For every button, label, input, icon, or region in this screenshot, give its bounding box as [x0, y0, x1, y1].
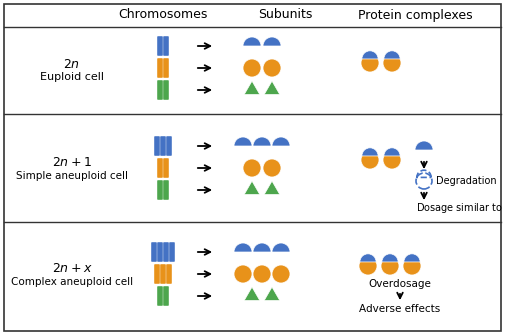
Wedge shape: [253, 137, 271, 146]
Circle shape: [234, 265, 252, 283]
FancyBboxPatch shape: [163, 242, 169, 262]
Text: $2n$: $2n$: [64, 58, 80, 70]
Text: Subunits: Subunits: [258, 8, 312, 21]
Text: Simple aneuploid cell: Simple aneuploid cell: [16, 171, 128, 181]
Wedge shape: [362, 51, 378, 59]
Circle shape: [272, 265, 290, 283]
FancyBboxPatch shape: [157, 286, 163, 306]
Circle shape: [243, 59, 261, 77]
FancyBboxPatch shape: [157, 242, 163, 262]
Text: Chromosomes: Chromosomes: [118, 8, 208, 21]
FancyBboxPatch shape: [163, 180, 169, 200]
Text: $2n+1$: $2n+1$: [52, 156, 92, 170]
Text: Degradation: Degradation: [436, 176, 496, 186]
Circle shape: [263, 59, 281, 77]
FancyBboxPatch shape: [163, 80, 169, 100]
Text: Protein complexes: Protein complexes: [358, 8, 472, 21]
Circle shape: [381, 257, 399, 275]
Wedge shape: [234, 243, 252, 252]
Wedge shape: [243, 37, 261, 46]
FancyBboxPatch shape: [154, 136, 160, 156]
Circle shape: [403, 257, 421, 275]
Wedge shape: [382, 254, 398, 262]
Wedge shape: [360, 254, 376, 262]
FancyBboxPatch shape: [163, 286, 169, 306]
Text: Dosage similar to $2n$: Dosage similar to $2n$: [416, 201, 505, 215]
FancyBboxPatch shape: [157, 180, 163, 200]
Wedge shape: [272, 243, 290, 252]
Wedge shape: [362, 148, 378, 156]
Wedge shape: [404, 254, 420, 262]
Wedge shape: [415, 141, 433, 150]
FancyBboxPatch shape: [157, 58, 163, 78]
FancyBboxPatch shape: [154, 264, 160, 284]
Wedge shape: [384, 51, 400, 59]
Circle shape: [383, 54, 401, 72]
FancyBboxPatch shape: [169, 242, 175, 262]
Text: Adverse effects: Adverse effects: [360, 304, 441, 314]
Wedge shape: [272, 137, 290, 146]
Wedge shape: [253, 243, 271, 252]
FancyBboxPatch shape: [160, 136, 166, 156]
FancyBboxPatch shape: [157, 36, 163, 56]
FancyBboxPatch shape: [157, 158, 163, 178]
Text: $2n+x$: $2n+x$: [52, 263, 92, 275]
Wedge shape: [234, 137, 252, 146]
FancyBboxPatch shape: [157, 80, 163, 100]
Circle shape: [253, 265, 271, 283]
Text: Complex aneuploid cell: Complex aneuploid cell: [11, 277, 133, 287]
Circle shape: [361, 54, 379, 72]
Text: Overdosage: Overdosage: [369, 279, 431, 289]
Circle shape: [383, 151, 401, 169]
FancyBboxPatch shape: [163, 158, 169, 178]
Circle shape: [359, 257, 377, 275]
Circle shape: [361, 151, 379, 169]
FancyBboxPatch shape: [166, 136, 172, 156]
FancyBboxPatch shape: [163, 36, 169, 56]
Text: Euploid cell: Euploid cell: [40, 72, 104, 82]
Wedge shape: [263, 37, 281, 46]
FancyBboxPatch shape: [151, 242, 157, 262]
FancyBboxPatch shape: [163, 58, 169, 78]
Circle shape: [243, 159, 261, 177]
Circle shape: [263, 159, 281, 177]
FancyBboxPatch shape: [166, 264, 172, 284]
Wedge shape: [384, 148, 400, 156]
FancyBboxPatch shape: [160, 264, 166, 284]
